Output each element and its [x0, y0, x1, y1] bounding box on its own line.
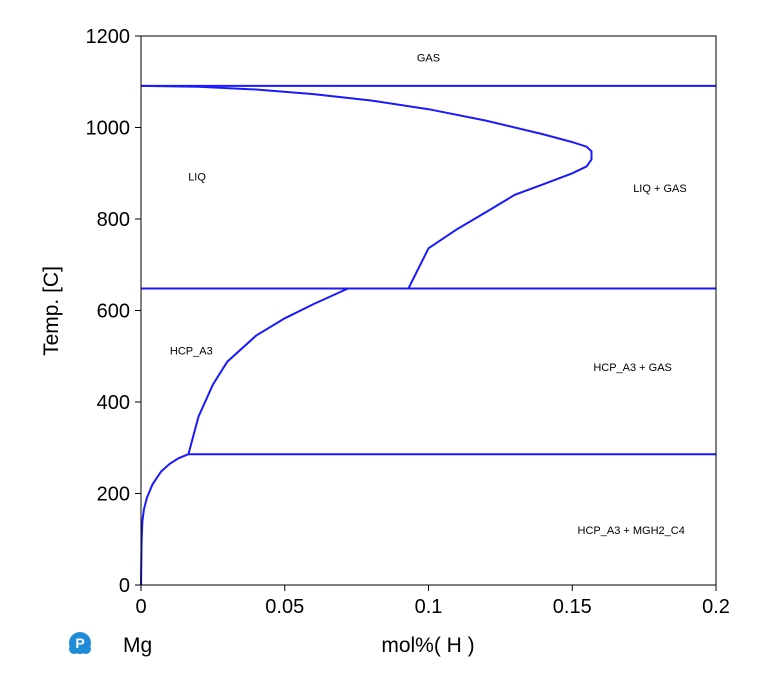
y-axis-ticks: 0 200 400 600 800 1000 1200 — [86, 26, 141, 597]
y-tick-label: 1200 — [86, 26, 131, 48]
phase-boundary-line — [187, 287, 349, 455]
y-tick-label: 200 — [97, 484, 130, 506]
x-tick-label: 0.1 — [415, 596, 443, 618]
y-tick-label: 600 — [97, 301, 130, 323]
region-label: LIQ + GAS — [633, 183, 687, 195]
x-tick-label: 0 — [135, 596, 146, 618]
x-tick-label: 0.2 — [702, 596, 730, 618]
phase-boundary-line — [140, 453, 189, 586]
x-tick-label: 0.15 — [553, 596, 592, 618]
y-axis-label: Temp. [C] — [40, 266, 63, 356]
region-labels: GAS LIQ LIQ + GAS HCP_A3 HCP_A3 + GAS HCP_A3 … — [170, 53, 687, 538]
component-label: Mg — [123, 634, 152, 657]
y-tick-label: 400 — [97, 392, 130, 414]
app-logo: P — [69, 632, 91, 654]
x-axis-label: mol%( H ) — [381, 634, 474, 657]
x-axis-ticks: 0 0.05 0.1 0.15 0.2 — [135, 585, 730, 618]
x-tick-label: 0.05 — [265, 596, 304, 618]
plot-frame — [140, 35, 717, 586]
svg-text:P: P — [75, 635, 84, 651]
region-label: LIQ — [188, 171, 206, 183]
region-label: HCP_A3 + GAS — [593, 362, 672, 374]
phase-boundary-line — [140, 84, 593, 289]
region-label: HCP_A3 — [170, 345, 213, 357]
y-tick-label: 1000 — [86, 118, 131, 140]
y-tick-label: 800 — [97, 209, 130, 231]
region-label: GAS — [417, 53, 440, 65]
y-tick-label: 0 — [119, 575, 130, 597]
chart-marks — [140, 84, 716, 586]
region-label: HCP_A3 + MGH2_C4 — [578, 525, 685, 537]
